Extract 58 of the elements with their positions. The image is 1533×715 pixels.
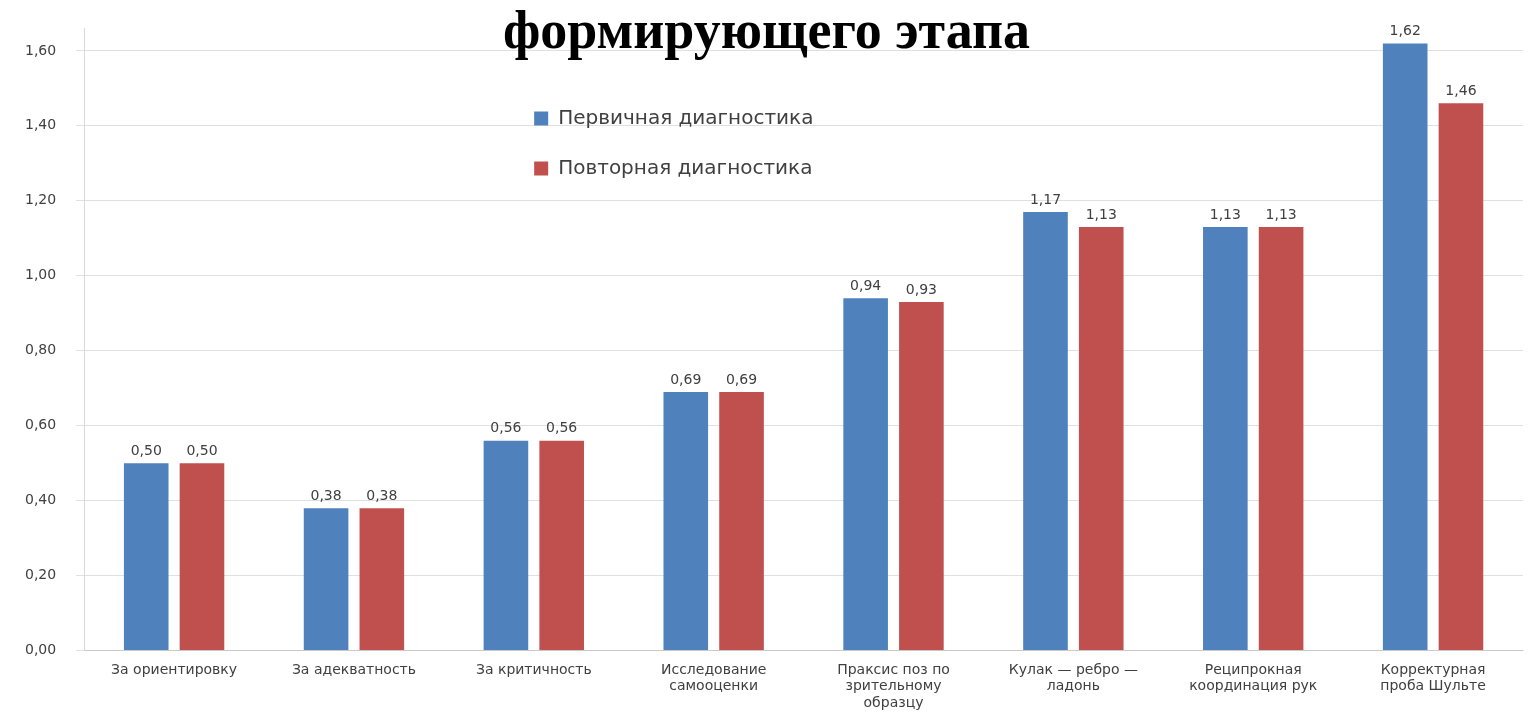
category-label: Корректурная bbox=[1380, 660, 1486, 677]
chart-title: формирующего этапа bbox=[502, 0, 1031, 60]
data-label: 0,69 bbox=[670, 370, 702, 387]
category-label: Кулак — ребро — bbox=[1008, 660, 1138, 677]
data-label: 0,38 bbox=[366, 486, 398, 503]
bar bbox=[539, 440, 584, 651]
bar bbox=[1382, 43, 1428, 651]
y-tick-label: 1,20 bbox=[25, 191, 57, 208]
data-label: 0,56 bbox=[546, 419, 578, 436]
data-label: 1,13 bbox=[1209, 205, 1241, 222]
category-label: ладонь bbox=[1046, 677, 1100, 694]
category-label: Исследование bbox=[660, 660, 767, 677]
data-label: 0,50 bbox=[186, 441, 218, 458]
data-label: 0,69 bbox=[725, 370, 758, 387]
data-label: 1,17 bbox=[1029, 190, 1062, 207]
y-tick-label: 0,80 bbox=[25, 341, 57, 358]
category-label: координация рук bbox=[1189, 677, 1318, 694]
data-label: 1,13 bbox=[1265, 205, 1297, 222]
bar bbox=[1203, 227, 1248, 651]
category-label: образцу bbox=[863, 694, 924, 711]
bar bbox=[359, 508, 405, 651]
y-tick-label: 0,60 bbox=[25, 416, 57, 433]
bar bbox=[1023, 212, 1068, 651]
category-label: Праксис поз по bbox=[837, 660, 950, 677]
bar bbox=[179, 463, 225, 651]
category-label: За критичность bbox=[475, 660, 592, 677]
data-label: 1,13 bbox=[1085, 205, 1117, 222]
y-tick-label: 0,20 bbox=[25, 566, 57, 583]
y-tick-label: 1,40 bbox=[25, 116, 57, 133]
y-tick-label: 0,00 bbox=[25, 641, 57, 658]
bar bbox=[719, 391, 764, 651]
bar bbox=[123, 463, 169, 651]
data-label: 0,94 bbox=[850, 276, 882, 293]
data-label: 0,93 bbox=[905, 280, 937, 297]
bar bbox=[899, 302, 944, 651]
category-label: проба Шульте bbox=[1380, 677, 1486, 694]
bar bbox=[303, 508, 349, 651]
bar bbox=[1078, 227, 1124, 651]
data-label: 1,62 bbox=[1389, 22, 1421, 39]
data-label: 0,56 bbox=[490, 419, 522, 436]
legend-label: Повторная диагностика bbox=[558, 154, 813, 179]
category-label: Реципрокная bbox=[1204, 660, 1302, 677]
y-tick-label: 1,00 bbox=[25, 266, 57, 283]
bar bbox=[1438, 103, 1484, 651]
data-label: 0,38 bbox=[310, 486, 342, 503]
bar bbox=[663, 391, 709, 651]
data-label: 1,46 bbox=[1445, 82, 1477, 98]
legend-label: Первичная диагностика bbox=[558, 104, 814, 129]
data-label: 0,50 bbox=[130, 441, 162, 458]
bar bbox=[1258, 227, 1304, 651]
category-label: За адекватность bbox=[291, 660, 417, 677]
category-label: самооценки bbox=[669, 677, 759, 694]
bar bbox=[483, 440, 529, 651]
y-tick-label: 1,60 bbox=[25, 41, 57, 58]
bar bbox=[843, 298, 888, 651]
category-label: За ориентировку bbox=[111, 660, 238, 677]
y-tick-label: 0,40 bbox=[25, 491, 57, 508]
category-label: зрительному bbox=[845, 677, 942, 694]
